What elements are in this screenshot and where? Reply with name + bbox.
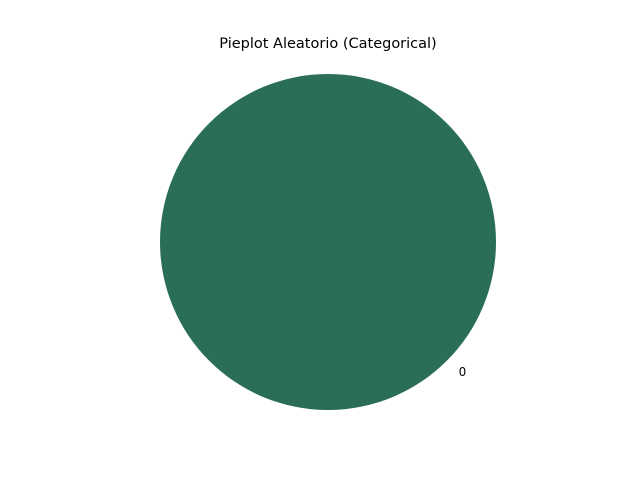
pie-slice-label: 0 <box>459 365 467 379</box>
chart-title: Pieplot Aleatorio (Categorical) <box>219 36 436 52</box>
pie-slice <box>160 74 496 410</box>
pie-slices <box>160 74 496 410</box>
pie-labels: 0 <box>459 365 467 379</box>
